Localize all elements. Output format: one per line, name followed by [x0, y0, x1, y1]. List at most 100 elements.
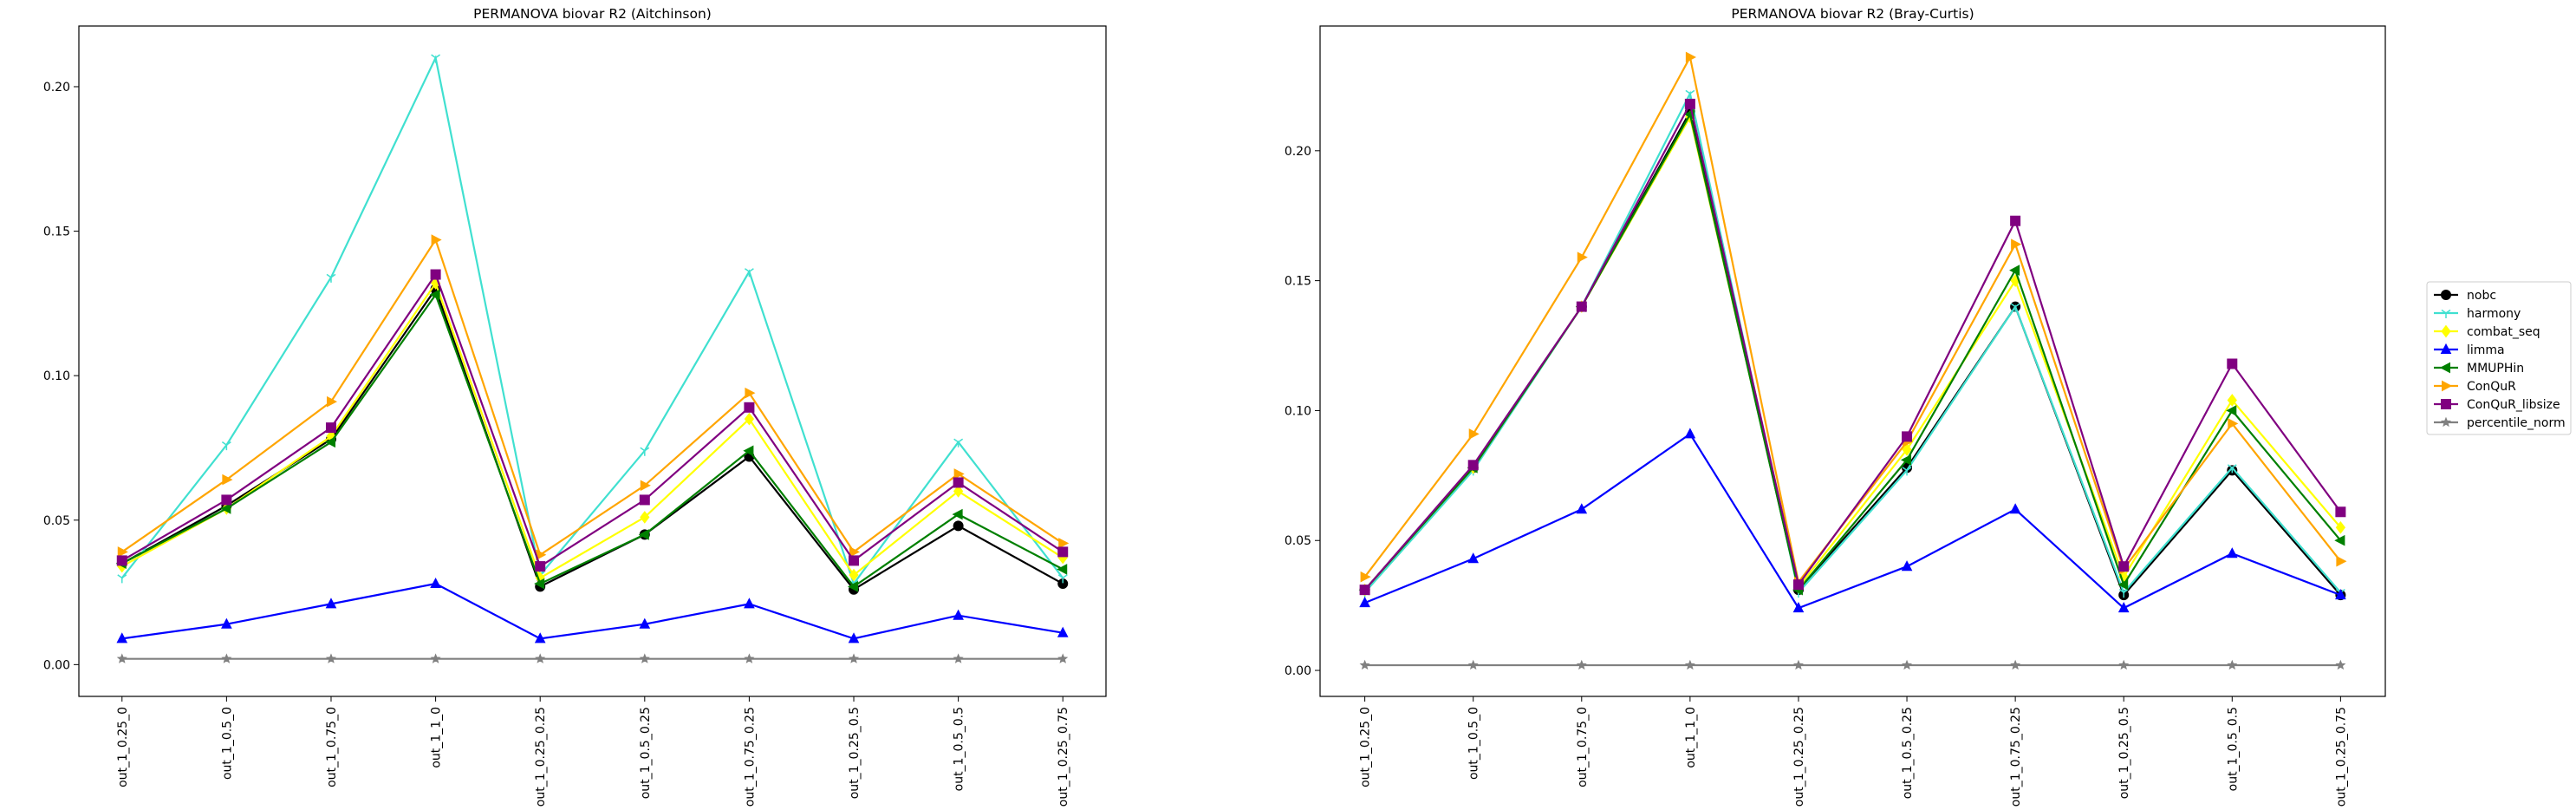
series-layer-bray-curtis — [1358, 51, 2347, 670]
legend-marker-nobc — [2441, 290, 2451, 300]
legend-item-harmony: harmony — [2434, 307, 2521, 321]
x-tick-label-aitchinson-9: out_1_0.25_0.75 — [1057, 707, 1070, 807]
legend-item-ConQuR_libsize: ConQuR_libsize — [2434, 398, 2560, 412]
point-aitchinson-ConQuR-0 — [117, 546, 128, 558]
point-aitchinson-percentile_norm-1 — [221, 653, 232, 663]
point-bray-curtis-percentile_norm-5 — [1902, 659, 1913, 670]
legend-label-limma: limma — [2467, 343, 2505, 357]
point-aitchinson-limma-5 — [639, 617, 651, 629]
point-bray-curtis-ConQuR_libsize-3 — [1684, 98, 1695, 109]
point-aitchinson-ConQuR-2 — [326, 395, 338, 408]
point-aitchinson-harmony-8 — [953, 438, 964, 447]
series-bray-curtis-limma — [1359, 428, 2346, 613]
plot-area-bray-curtis — [1319, 25, 2386, 697]
point-bray-curtis-ConQuR-6 — [2011, 238, 2022, 251]
point-bray-curtis-limma-2 — [1576, 503, 1588, 514]
point-bray-curtis-harmony-6 — [2010, 303, 2020, 312]
point-aitchinson-percentile_norm-2 — [325, 653, 337, 663]
point-aitchinson-harmony-6 — [744, 268, 754, 278]
series-line-aitchinson-ConQuR_libsize — [121, 272, 1064, 568]
series-line-bray-curtis-limma — [1364, 432, 2341, 610]
point-bray-curtis-limma-5 — [1901, 560, 1913, 572]
x-tick-label-bray-curtis-6: out_1_0.75_0.25 — [2009, 707, 2023, 807]
point-bray-curtis-ConQuR-1 — [1468, 428, 1480, 440]
legend-label-nobc: nobc — [2467, 289, 2496, 303]
y-tick-label-aitchinson-1: 0.05 — [43, 514, 70, 528]
point-bray-curtis-MMUPHin-9 — [2334, 534, 2345, 546]
point-aitchinson-ConQuR-3 — [431, 234, 442, 245]
point-bray-curtis-limma-9 — [2335, 589, 2346, 600]
point-aitchinson-limma-0 — [116, 632, 128, 643]
point-aitchinson-limma-2 — [325, 598, 337, 609]
point-aitchinson-MMUPHin-1 — [220, 503, 231, 514]
x-tick-label-bray-curtis-1: out_1_0.5_0 — [1467, 707, 1481, 780]
point-aitchinson-ConQuR-5 — [640, 480, 651, 492]
point-aitchinson-harmony-0 — [117, 574, 127, 584]
axes-bray-curtis: 0.00 0.05 0.10 0.15 0.20 out_1_0.25_0 out_1_0.… — [1285, 145, 2349, 807]
legend-item-percentile_norm: percentile_norm — [2434, 416, 2566, 430]
chart-title-bray-curtis: PERMANOVA biovar R2 (Bray-Curtis) — [1731, 6, 1974, 22]
legend-label-ConQuR: ConQuR — [2467, 380, 2516, 394]
legend-item-ConQuR: ConQuR — [2434, 380, 2516, 394]
series-line-bray-curtis-nobc — [1363, 108, 2342, 598]
point-aitchinson-combat_seq-8 — [953, 485, 964, 498]
series-bray-curtis-percentile_norm — [1359, 659, 2346, 670]
x-tick-label-aitchinson-2: out_1_0.75_0 — [325, 707, 339, 787]
legend-label-combat_seq: combat_seq — [2467, 325, 2540, 339]
y-tick-label-aitchinson-0: 0.00 — [43, 658, 70, 672]
point-aitchinson-percentile_norm-7 — [848, 653, 860, 663]
point-aitchinson-percentile_norm-0 — [116, 653, 127, 663]
series-line-aitchinson-limma — [121, 582, 1064, 640]
point-aitchinson-ConQuR_libsize-3 — [430, 269, 441, 280]
series-aitchinson-MMUPHin — [115, 289, 1068, 592]
point-bray-curtis-ConQuR_libsize-6 — [2010, 215, 2021, 226]
series-bray-curtis-harmony — [1360, 89, 2345, 598]
chart-aitchinson: PERMANOVA biovar R2 (Aitchinson) 0.000.0… — [43, 6, 1107, 807]
point-bray-curtis-combat_seq-8 — [2227, 394, 2237, 407]
point-bray-curtis-percentile_norm-6 — [2010, 659, 2021, 670]
point-aitchinson-ConQuR_libsize-8 — [953, 477, 964, 488]
legend-label-percentile_norm: percentile_norm — [2467, 416, 2566, 430]
point-aitchinson-ConQuR_libsize-7 — [849, 555, 860, 566]
point-aitchinson-ConQuR_libsize-0 — [116, 555, 127, 566]
point-bray-curtis-limma-1 — [1467, 552, 1480, 564]
point-aitchinson-ConQuR_libsize-5 — [639, 494, 650, 506]
point-bray-curtis-limma-0 — [1359, 597, 1370, 608]
point-aitchinson-MMUPHin-8 — [952, 508, 963, 520]
x-tick-label-bray-curtis-8: out_1_0.5_0.5 — [2226, 707, 2240, 791]
point-aitchinson-ConQuR-9 — [1058, 538, 1070, 549]
point-aitchinson-limma-3 — [430, 577, 441, 589]
series-aitchinson-percentile_norm — [116, 653, 1069, 663]
legend-frame — [2426, 281, 2572, 435]
point-aitchinson-percentile_norm-6 — [744, 653, 755, 663]
point-bray-curtis-ConQuR_libsize-4 — [1792, 579, 1804, 591]
point-bray-curtis-ConQuR_libsize-7 — [2118, 561, 2130, 572]
point-bray-curtis-percentile_norm-0 — [1359, 659, 1370, 670]
point-aitchinson-harmony-1 — [221, 441, 231, 451]
legend-label-ConQuR_libsize: ConQuR_libsize — [2467, 398, 2560, 412]
x-tick-label-aitchinson-1: out_1_0.5_0 — [220, 707, 234, 780]
series-line-bray-curtis-ConQuR_libsize — [1363, 101, 2342, 591]
point-bray-curtis-MMUPHin-8 — [2226, 405, 2237, 416]
legend-marker-limma — [2440, 343, 2452, 354]
point-aitchinson-ConQuR_libsize-2 — [325, 422, 336, 434]
chart-bray-curtis: PERMANOVA biovar R2 (Bray-Curtis) 0.000.… — [1285, 6, 2386, 807]
point-aitchinson-limma-7 — [848, 632, 860, 643]
point-aitchinson-MMUPHin-7 — [847, 581, 859, 592]
point-aitchinson-ConQuR-8 — [953, 468, 965, 480]
point-bray-curtis-limma-8 — [2226, 547, 2238, 559]
point-bray-curtis-ConQuR-9 — [2336, 555, 2347, 567]
x-tick-label-bray-curtis-7: out_1_0.25_0.5 — [2117, 707, 2131, 799]
point-aitchinson-combat_seq-5 — [640, 511, 650, 524]
point-aitchinson-harmony-9 — [1057, 574, 1068, 584]
point-aitchinson-percentile_norm-3 — [430, 653, 441, 663]
series-line-aitchinson-nobc — [121, 286, 1064, 591]
plot-area-aitchinson — [78, 25, 1107, 697]
point-bray-curtis-combat_seq-9 — [2335, 520, 2346, 534]
point-bray-curtis-MMUPHin-5 — [1900, 454, 1912, 466]
point-bray-curtis-ConQuR_libsize-8 — [2227, 358, 2238, 369]
point-aitchinson-harmony-2 — [326, 273, 336, 283]
series-line-bray-curtis-combat_seq — [1363, 114, 2342, 591]
point-bray-curtis-ConQuR-0 — [1360, 571, 1371, 583]
